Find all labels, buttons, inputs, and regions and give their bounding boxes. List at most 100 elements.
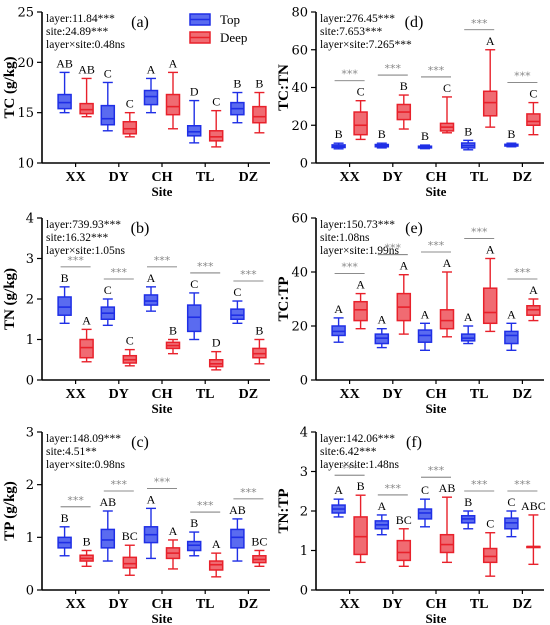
- box-body: [526, 113, 541, 127]
- significance-letter: C: [104, 66, 112, 80]
- box-deep: B: [252, 324, 267, 365]
- anova-stat: layer×site:7.265***: [320, 39, 412, 51]
- pair-significance: ***: [464, 226, 495, 239]
- significance-stars: ***: [154, 254, 171, 267]
- significance-letter: B: [255, 324, 263, 338]
- significance-letter: B: [335, 127, 343, 141]
- pair-significance: ***: [507, 70, 538, 83]
- significance-stars: ***: [428, 239, 445, 252]
- box-body: [396, 539, 412, 562]
- significance-letter: A: [147, 62, 156, 76]
- significance-stars: ***: [341, 261, 358, 274]
- anova-stat: site:6.42***: [320, 446, 377, 458]
- box-body: [504, 330, 519, 345]
- box-deep: A: [79, 313, 94, 363]
- box-deep: A: [439, 256, 455, 338]
- box-body: [439, 309, 455, 330]
- significance-letter: AB: [99, 495, 116, 509]
- anova-stat: layer×site:1.99ns: [320, 245, 400, 257]
- box-body: [186, 304, 202, 333]
- box-top: A: [143, 492, 159, 560]
- panel-label: (d): [405, 14, 424, 31]
- box-top: B: [331, 127, 346, 150]
- y-tick-label: 15: [17, 106, 34, 121]
- pair-significance: ***: [377, 62, 408, 76]
- y-tick-label: 3: [300, 465, 308, 480]
- box-deep: C: [439, 81, 455, 134]
- box-deep: ABC: [521, 499, 546, 566]
- significance-letter: D: [190, 85, 199, 99]
- panel-d: 0 20 40 60 80 TC:TN XX DY CH TL DZ Site (d) layer:276…: [276, 6, 544, 199]
- box-top: B: [460, 124, 476, 151]
- x-tick-label: XX: [339, 387, 359, 402]
- box-deep: C: [208, 95, 224, 148]
- significance-stars: ***: [514, 266, 531, 279]
- box-deep: A: [396, 259, 412, 335]
- significance-letter: A: [169, 56, 178, 70]
- significance-stars: ***: [111, 478, 128, 491]
- significance-letter: A: [443, 256, 452, 270]
- panel-f: 0 1 2 3 4 TN:TP XX DY CH TL DZ Site (f) layer:142.06*…: [276, 426, 546, 625]
- x-tick-label: XX: [65, 597, 85, 612]
- box-top: B: [374, 127, 390, 149]
- x-tick-label: DZ: [239, 170, 258, 185]
- pair-significance: ***: [103, 478, 134, 492]
- anova-stat: site:1.08ns: [320, 232, 370, 244]
- y-tick-label: 1: [26, 531, 34, 546]
- significance-letter: C: [233, 285, 241, 299]
- significance-letter: C: [486, 517, 494, 531]
- pair-significance: ***: [147, 254, 177, 268]
- box-top: B: [504, 127, 519, 148]
- panel-e: 0 20 40 60 TC:TP XX DY CH TL DZ Site (e) layer:150.7…: [276, 212, 544, 416]
- significance-letter: A: [464, 310, 473, 324]
- box-body: [439, 533, 455, 554]
- significance-letter: C: [443, 81, 451, 95]
- significance-letter: A: [334, 302, 343, 316]
- significance-letter: B: [61, 271, 69, 285]
- x-tick-label: DY: [109, 597, 129, 612]
- box-deep: A: [208, 537, 224, 578]
- box-deep: C: [526, 87, 541, 136]
- x-tick-label: DZ: [239, 597, 258, 612]
- x-tick-label: TL: [196, 597, 215, 612]
- x-tick-label: DZ: [239, 387, 258, 402]
- pair-significance: ***: [334, 462, 365, 476]
- box-body: [57, 93, 72, 110]
- anova-stat: layer×site:0.98ns: [46, 459, 126, 471]
- box-body: [122, 556, 138, 569]
- significance-letter: B: [400, 79, 408, 93]
- x-tick-label: DZ: [513, 170, 532, 185]
- significance-letter: B: [464, 124, 472, 138]
- box-deep: BC: [396, 513, 412, 567]
- anova-stat: layer:276.45***: [320, 13, 395, 25]
- y-tick-label: 40: [291, 266, 308, 281]
- significance-letter: D: [212, 336, 221, 350]
- box-body: [482, 287, 498, 325]
- pair-significance: ***: [377, 482, 408, 496]
- significance-letter: A: [212, 537, 221, 551]
- pair-significance: ***: [103, 266, 134, 280]
- y-tick-label: 2: [26, 293, 34, 308]
- box-top: A: [143, 271, 159, 312]
- box-top: A: [331, 302, 346, 343]
- y-tick-label: 0: [26, 584, 34, 599]
- panel-c: 0 1 2 3 TP (g/kg) XX DY CH TL DZ Site (c) layer:148.…: [2, 426, 270, 625]
- significance-letter: BC: [122, 529, 138, 543]
- significance-stars: ***: [197, 260, 214, 273]
- x-tick-label: CH: [152, 387, 173, 402]
- box-top: A: [374, 499, 390, 536]
- significance-letter: C: [212, 95, 220, 109]
- pair-significance: ***: [190, 260, 221, 274]
- significance-stars: ***: [385, 242, 402, 255]
- significance-stars: ***: [471, 478, 488, 491]
- box-body: [122, 120, 138, 135]
- box-top: C: [417, 483, 433, 528]
- x-tick-label: CH: [426, 170, 447, 185]
- box-body: [100, 528, 116, 549]
- x-axis-label: Site: [426, 401, 447, 416]
- x-axis-label: Site: [152, 611, 173, 625]
- pair-significance: ***: [190, 499, 221, 513]
- significance-letter: B: [190, 516, 198, 530]
- significance-stars: ***: [385, 482, 402, 495]
- significance-letter: C: [357, 85, 365, 99]
